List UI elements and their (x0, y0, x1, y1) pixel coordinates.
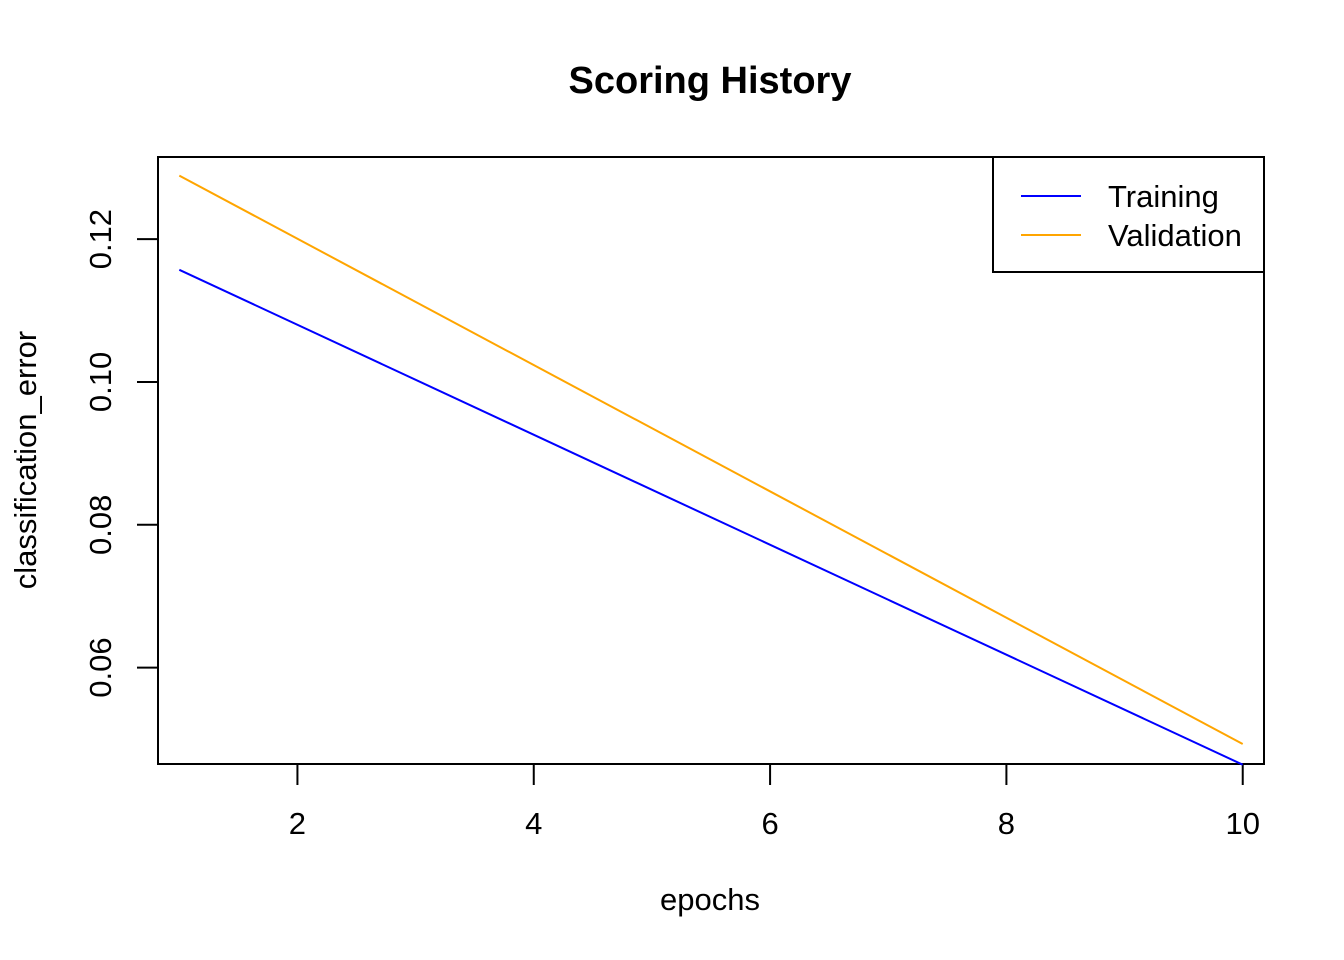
y-tick-label: 0.06 (83, 637, 118, 697)
legend-label-training: Training (1108, 179, 1219, 214)
x-tick-label: 6 (761, 806, 778, 841)
y-tick-label: 0.12 (83, 209, 118, 269)
y-tick-label: 0.10 (83, 352, 118, 412)
y-tick-label: 0.08 (83, 495, 118, 555)
plot-frame (157, 156, 1265, 765)
x-tick-label: 4 (525, 806, 542, 841)
x-axis: 2 4 6 8 10 (289, 764, 1260, 841)
series-line-training (178, 268, 1244, 766)
legend-box (992, 156, 1265, 273)
legend-label-validation: Validation (1108, 218, 1242, 253)
x-axis-label: epochs (660, 882, 760, 917)
y-axis-label: classification_error (8, 331, 43, 589)
chart-title: Scoring History (569, 60, 852, 102)
series-layer (178, 174, 1244, 766)
y-axis: 0.06 0.08 0.10 0.12 (83, 209, 158, 698)
x-tick-label: 10 (1225, 806, 1259, 841)
x-tick-label: 2 (289, 806, 306, 841)
x-tick-label: 8 (998, 806, 1015, 841)
legend: Training Validation (992, 156, 1265, 273)
series-line-validation (178, 174, 1244, 745)
